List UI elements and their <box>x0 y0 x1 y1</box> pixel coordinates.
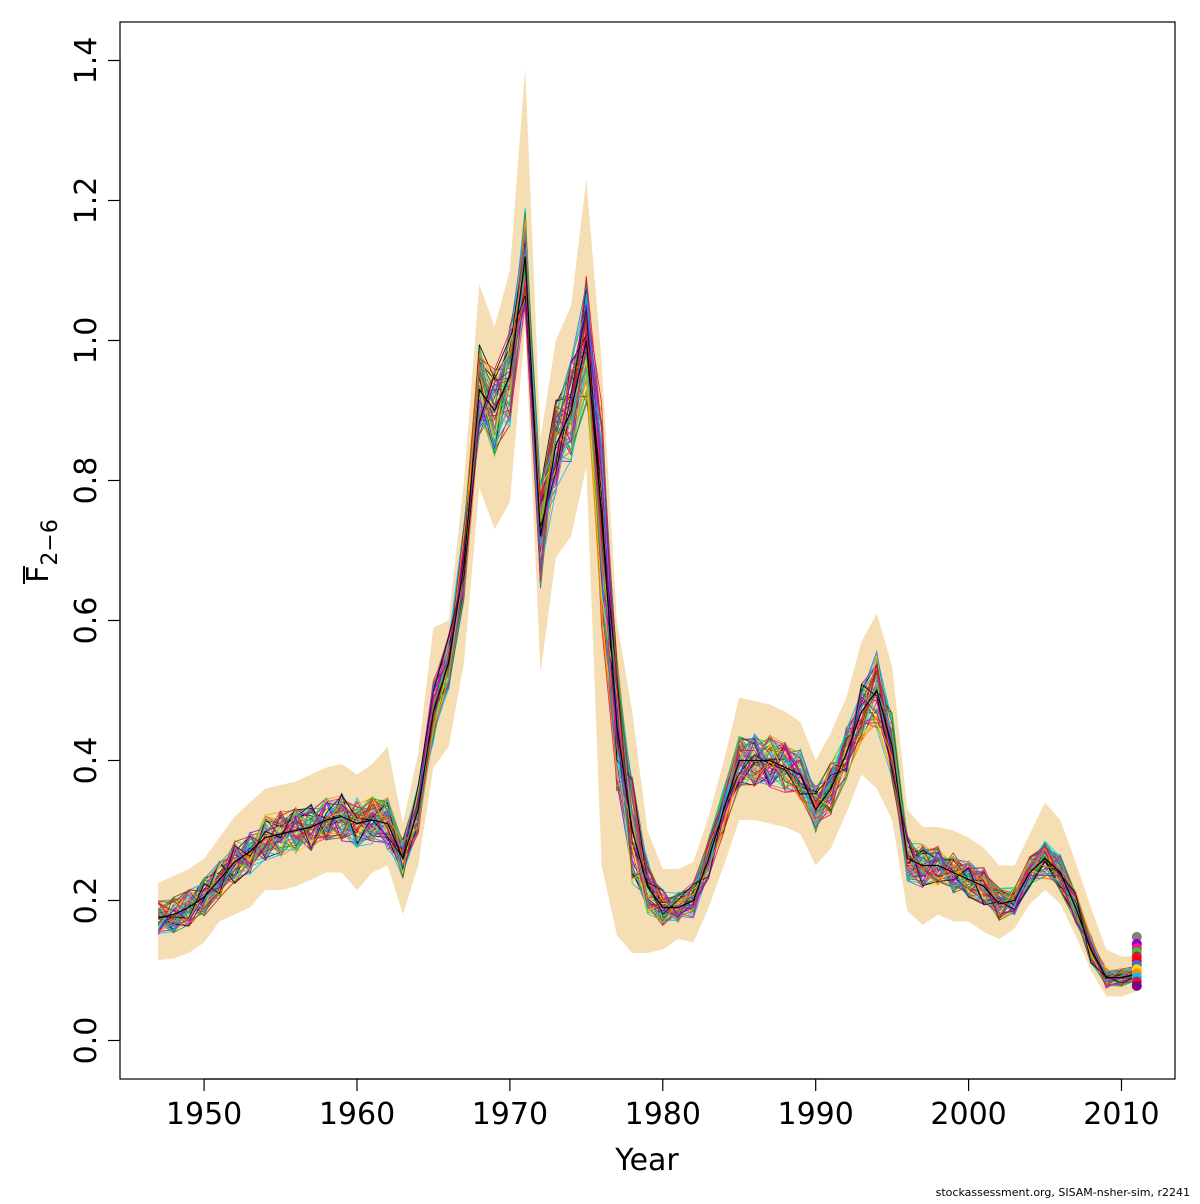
y-tick-label: 0.0 <box>69 1017 104 1065</box>
y-tick-label: 1.2 <box>69 177 104 225</box>
y-tick-label: 0.4 <box>69 737 104 785</box>
y-tick-label: 0.6 <box>69 597 104 645</box>
x-tick-label: 1960 <box>319 1097 395 1132</box>
series-line <box>157 254 1138 980</box>
central-estimate-line <box>158 256 1137 979</box>
x-tick-label: 2000 <box>930 1097 1006 1132</box>
y-tick-label: 0.2 <box>69 877 104 925</box>
confidence-band <box>158 67 1137 997</box>
y-tick-label: 1.4 <box>69 37 104 85</box>
y-tick-label: 1.0 <box>69 317 104 365</box>
y-axis: 0.0 0.2 0.4 0.6 0.8 1.0 1.2 1.4 <box>69 37 121 1065</box>
series-line <box>158 222 1137 979</box>
endpoint-layer <box>1131 931 1142 991</box>
series-line <box>157 285 1137 982</box>
credit-text: stockassessment.org, SISAM-nsher-sim, r2… <box>936 1186 1190 1199</box>
confidence-band-layer <box>158 67 1137 997</box>
y-tick-label: 0.8 <box>69 457 104 505</box>
series-line <box>158 295 1137 984</box>
x-tick-label: 1990 <box>778 1097 854 1132</box>
y-axis-title: F2−6 <box>21 519 63 584</box>
endpoint-marker <box>1131 931 1142 942</box>
x-axis-title: Year <box>614 1143 679 1178</box>
series-line <box>157 239 1137 973</box>
x-tick-label: 1950 <box>166 1097 242 1132</box>
x-tick-label: 2010 <box>1083 1097 1159 1132</box>
y-axis-title-main: F <box>21 566 56 583</box>
x-axis: 1950 1960 1970 1980 1990 2000 2010 <box>166 1078 1160 1132</box>
x-tick-label: 1980 <box>625 1097 701 1132</box>
x-tick-label: 1970 <box>472 1097 548 1132</box>
series-layer <box>157 207 1138 989</box>
endpoint-marker <box>1131 980 1142 991</box>
y-axis-title-subscript: 2−6 <box>38 519 63 565</box>
y-axis-title-text: F2−6 <box>21 519 63 583</box>
